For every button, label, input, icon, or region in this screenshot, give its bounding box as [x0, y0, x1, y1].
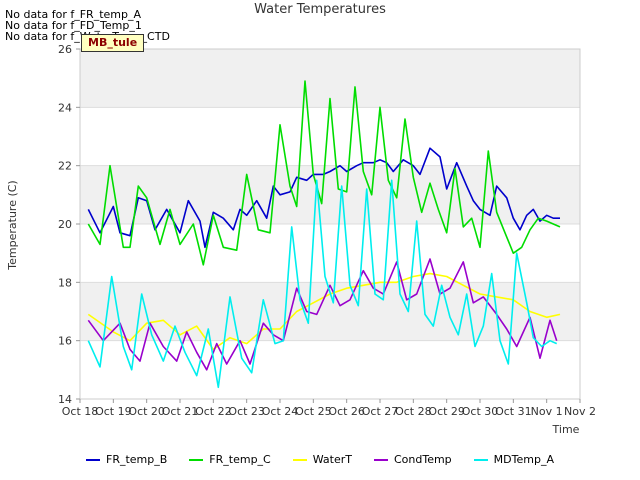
x-tick-label: Oct 21 [162, 405, 199, 418]
series-line-CondTemp [87, 258, 558, 371]
legend-item: FR_temp_B [86, 453, 167, 466]
y-tick-label: 24 [58, 101, 72, 114]
y-tick-label: 20 [58, 218, 72, 231]
x-tick-label: Oct 26 [328, 405, 365, 418]
y-axis-label: Temperature (C) [6, 180, 19, 270]
series-lines [87, 80, 561, 389]
series-line-MDTemp_A [87, 179, 558, 389]
chart-title: Water Temperatures [254, 2, 386, 17]
x-tick-label: Oct 22 [195, 405, 232, 418]
legend-label: FR_temp_B [106, 453, 168, 466]
x-tick-label: Oct 27 [362, 405, 399, 418]
legend-label: FR_temp_C [209, 453, 271, 466]
x-tick-label: Oct 18 [62, 405, 99, 418]
x-tick-label: Oct 31 [495, 405, 532, 418]
x-tick-label: Oct 25 [295, 405, 332, 418]
legend: FR_temp_B FR_temp_C WaterT CondTemp MDTemp_A [0, 453, 640, 466]
x-tick-label: Nov 2 [564, 405, 596, 418]
y-tick-label: 26 [58, 43, 72, 56]
no-data-note: No data for f_FD_Temp_1 [5, 19, 142, 32]
legend-item: MDTemp_A [473, 453, 554, 466]
x-tick-label: Oct 20 [128, 405, 165, 418]
no-data-note: No data for f_FR_temp_A [5, 8, 141, 21]
legend-item: WaterT [292, 453, 352, 466]
axes [76, 48, 581, 403]
legend-label: MDTemp_A [493, 453, 554, 466]
x-axis-label: Time [552, 423, 580, 436]
legend-label: CondTemp [393, 453, 452, 466]
y-tick-label: 22 [58, 160, 72, 173]
series-line-FR_temp_C [87, 80, 561, 266]
legend-label: WaterT [312, 453, 352, 466]
y-tick-label: 16 [58, 335, 72, 348]
y-tick-label: 18 [58, 276, 72, 289]
y-tick-label: 14 [58, 393, 72, 406]
x-tick-label: Oct 30 [462, 405, 499, 418]
legend-swatch [473, 458, 488, 461]
legend-swatch [292, 458, 307, 461]
x-tick-label: Oct 24 [262, 405, 299, 418]
legend-item: CondTemp [373, 453, 452, 466]
legend-swatch [86, 458, 100, 461]
legend-swatch [373, 458, 388, 461]
legend-item: FR_temp_C [189, 453, 271, 466]
x-tick-label: Oct 23 [228, 405, 265, 418]
site-badge: MB_tule [81, 34, 145, 52]
legend-swatch [189, 458, 204, 461]
x-tick-label: Oct 28 [395, 405, 432, 418]
plot-band [80, 49, 580, 108]
x-tick-label: Oct 29 [428, 405, 465, 418]
x-tick-label: Oct 19 [95, 405, 132, 418]
x-tick-label: Nov 1 [531, 405, 563, 418]
